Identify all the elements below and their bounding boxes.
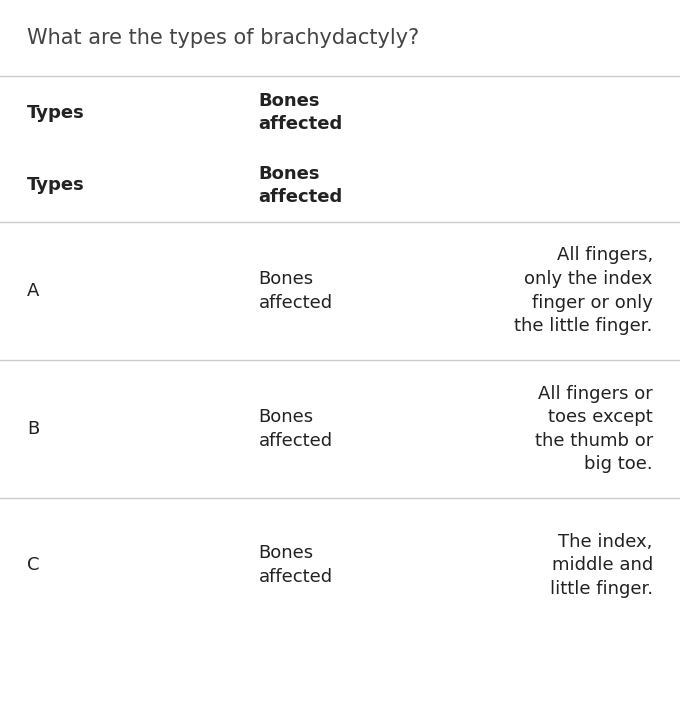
Text: B: B <box>27 420 39 438</box>
Text: Bones
affected: Bones affected <box>258 408 333 450</box>
Text: Bones
affected: Bones affected <box>258 92 343 134</box>
Text: Bones
affected: Bones affected <box>258 545 333 586</box>
Text: All fingers or
toes except
the thumb or
big toe.: All fingers or toes except the thumb or … <box>534 385 653 473</box>
Text: What are the types of brachydactyly?: What are the types of brachydactyly? <box>27 28 420 48</box>
Text: Types: Types <box>27 104 85 121</box>
Text: Bones
affected: Bones affected <box>258 164 343 206</box>
Text: Types: Types <box>27 177 85 194</box>
Text: C: C <box>27 556 39 574</box>
Text: The index,
middle and
little finger.: The index, middle and little finger. <box>549 533 653 598</box>
Text: A: A <box>27 282 39 300</box>
Text: All fingers,
only the index
finger or only
the little finger.: All fingers, only the index finger or on… <box>515 246 653 335</box>
Text: Bones
affected: Bones affected <box>258 270 333 312</box>
